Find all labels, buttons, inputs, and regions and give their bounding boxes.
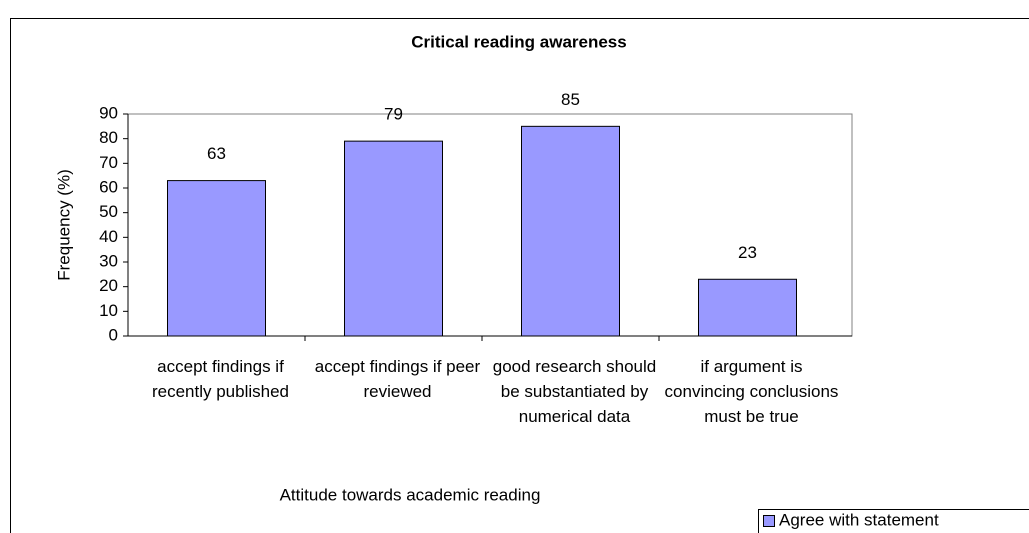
y-tick-label: 0 (109, 325, 118, 344)
bar (167, 180, 266, 337)
chart-title: Critical reading awareness (411, 32, 626, 51)
x-tick-label: accept findings if peer reviewed (314, 357, 481, 401)
y-tick-label: 70 (99, 153, 118, 172)
y-tick-label: 90 (99, 103, 118, 122)
y-tick-label: 60 (99, 177, 118, 196)
y-tick-label: 20 (99, 276, 118, 295)
x-tick-label: if argument is convincing conclusions mu… (664, 357, 839, 426)
y-axis-title: Frequency (%) (54, 169, 73, 280)
legend-swatch (763, 515, 775, 527)
data-label: 79 (384, 105, 403, 124)
y-tick-label: 50 (99, 202, 118, 221)
data-label: 23 (738, 243, 757, 262)
y-tick-label: 80 (99, 128, 118, 147)
data-label: 85 (561, 90, 580, 109)
y-tick-label: 40 (99, 227, 118, 246)
bar (344, 140, 443, 337)
data-label: 63 (207, 144, 226, 163)
y-tick-label: 30 (99, 251, 118, 270)
x-tick-label: good research should be substantiated by… (492, 357, 657, 426)
x-axis-title: Attitude towards academic reading (280, 485, 541, 504)
legend-label: Agree with statement (779, 510, 939, 529)
bar (698, 278, 797, 337)
x-tick-label: accept findings if recently published (151, 357, 290, 401)
bar (521, 125, 620, 337)
legend-box (758, 509, 1029, 533)
y-tick-label: 10 (99, 301, 118, 320)
